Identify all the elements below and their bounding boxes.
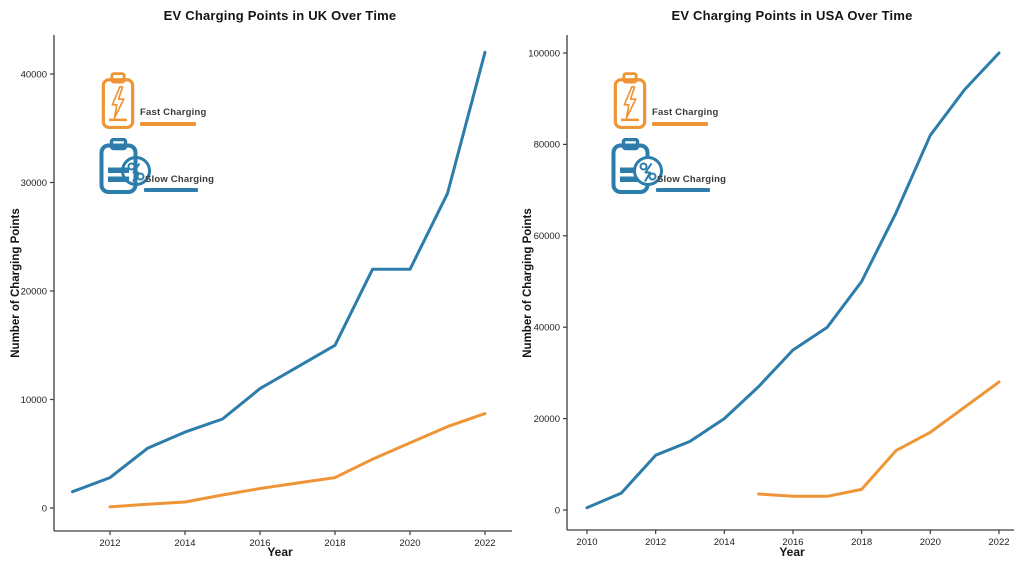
y-tick-label: 40000 [21, 69, 47, 80]
x-tick-label: 2020 [920, 537, 941, 548]
y-tick-label: 20000 [534, 414, 560, 425]
y-tick-label: 20000 [21, 286, 47, 297]
x-tick-label: 2012 [645, 537, 666, 548]
x-tick-label: 2016 [249, 538, 270, 549]
fast-charging-line [108, 412, 487, 509]
fast-charging-line [757, 380, 1001, 498]
x-tick-label: 2010 [576, 537, 597, 548]
x-tick-label: 2022 [988, 537, 1009, 548]
usa-plot-area: 0 20000 40000 60000 80000 100000 2010 2012 2014 2… [528, 35, 1014, 548]
y-tick-label: 0 [555, 505, 560, 516]
uk-chart-panel: EV Charging Points in UK Over Time Numbe… [10, 8, 512, 559]
y-tick-label: 100000 [528, 48, 560, 59]
x-tick-label: 2016 [782, 537, 803, 548]
x-tick-label: 2012 [99, 538, 120, 549]
uk-x-axis-label: Year [267, 545, 293, 559]
y-tick-label: 30000 [21, 178, 47, 189]
slow-charging-line [585, 51, 1001, 510]
x-tick-label: 2022 [474, 538, 495, 549]
x-tick-label: 2014 [174, 538, 195, 549]
x-tick-label: 2014 [714, 537, 735, 548]
y-tick-label: 40000 [534, 323, 560, 334]
usa-x-axis-label: Year [779, 545, 805, 559]
x-tick-label: 2020 [399, 538, 420, 549]
y-tick-label: 10000 [21, 395, 47, 406]
usa-chart-title: EV Charging Points in USA Over Time [671, 8, 913, 23]
x-tick-label: 2018 [324, 538, 345, 549]
uk-chart-title: EV Charging Points in UK Over Time [163, 8, 397, 23]
usa-chart-panel: EV Charging Points in USA Over Time Numb… [512, 0, 1024, 576]
y-tick-label: 60000 [534, 231, 560, 242]
slow-charging-line [71, 50, 487, 494]
y-tick-label: 80000 [534, 140, 560, 151]
y-tick-label: 0 [42, 503, 47, 514]
x-tick-label: 2018 [851, 537, 872, 548]
uk-plot-area: 0 10000 20000 30000 40000 2012 2014 2016 2018 202… [21, 35, 512, 549]
